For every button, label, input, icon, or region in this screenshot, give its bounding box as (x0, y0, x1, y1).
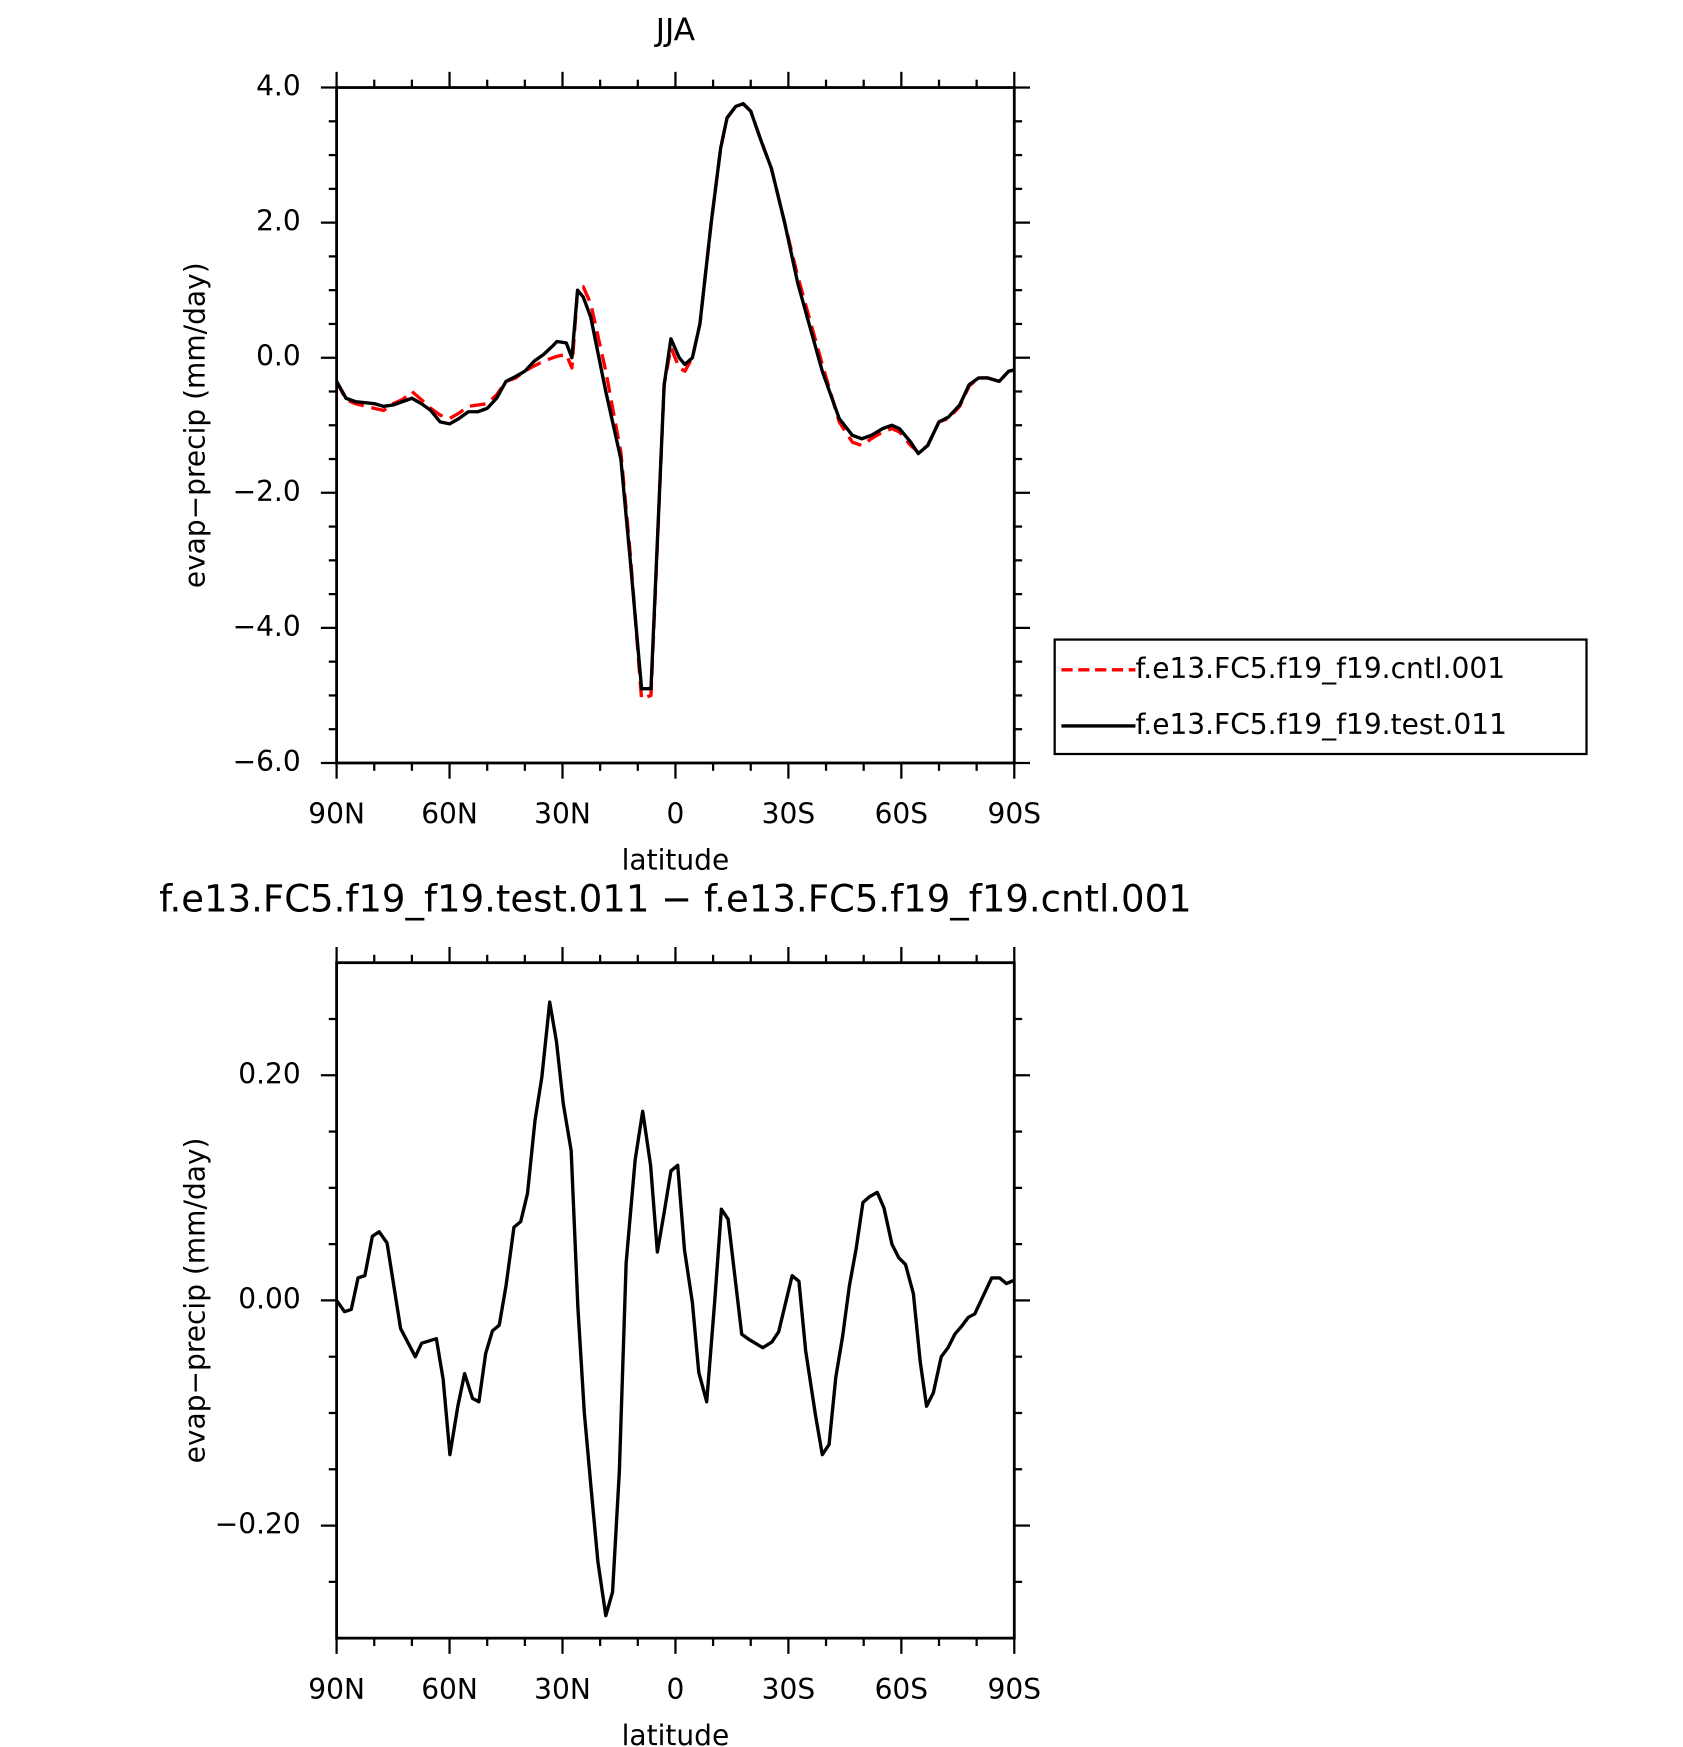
plot-frame (335, 86, 1016, 765)
x-tick-label: 90S (988, 1673, 1042, 1706)
x-tick-label: 60N (421, 798, 478, 831)
x-tick-label: 30N (534, 798, 591, 831)
x-tick-label: 30N (534, 1673, 591, 1706)
x-tick-label: 90S (988, 798, 1042, 831)
x-tick-label: 0 (667, 1673, 685, 1706)
x-tick-label: 30S (762, 1673, 816, 1706)
x-tick-label: 30S (762, 798, 816, 831)
data-line (335, 1000, 1015, 1618)
x-tick-label: 0 (667, 798, 685, 831)
x-axis-label: latitude (622, 844, 730, 877)
y-tick-label: −0.20 (215, 1508, 301, 1541)
plot-frame (335, 961, 1016, 1640)
x-tick-label: 60S (875, 798, 929, 831)
y-tick-label: −4.0 (233, 610, 301, 643)
y-tick-label: −2.0 (233, 475, 301, 508)
y-axis-label: evap−precip (mm/day) (178, 1138, 211, 1464)
x-axis-label: latitude (622, 1719, 730, 1747)
x-tick-label: 90N (308, 798, 365, 831)
chart-title: JJA (654, 12, 696, 48)
legend-label: f.e13.FC5.f19_f19.cntl.001 (1135, 652, 1505, 685)
x-tick-label: 60N (421, 1673, 478, 1706)
y-axis-label: evap−precip (mm/day) (178, 262, 211, 588)
x-tick-label: 90N (308, 1673, 365, 1706)
y-tick-label: −6.0 (233, 745, 301, 778)
legend-box (1053, 638, 1588, 756)
y-tick-label: 0.00 (238, 1282, 300, 1315)
data-line (335, 102, 1015, 701)
legend-label: f.e13.FC5.f19_f19.test.011 (1135, 708, 1506, 741)
y-tick-label: 2.0 (256, 205, 301, 238)
data-line (335, 102, 1015, 691)
x-tick-label: 60S (875, 1673, 929, 1706)
y-tick-label: 0.0 (256, 340, 301, 373)
y-tick-label: 4.0 (256, 70, 301, 103)
chart-title: f.e13.FC5.f19_f19.test.011 − f.e13.FC5.f… (159, 877, 1192, 920)
y-tick-label: 0.20 (238, 1057, 300, 1090)
